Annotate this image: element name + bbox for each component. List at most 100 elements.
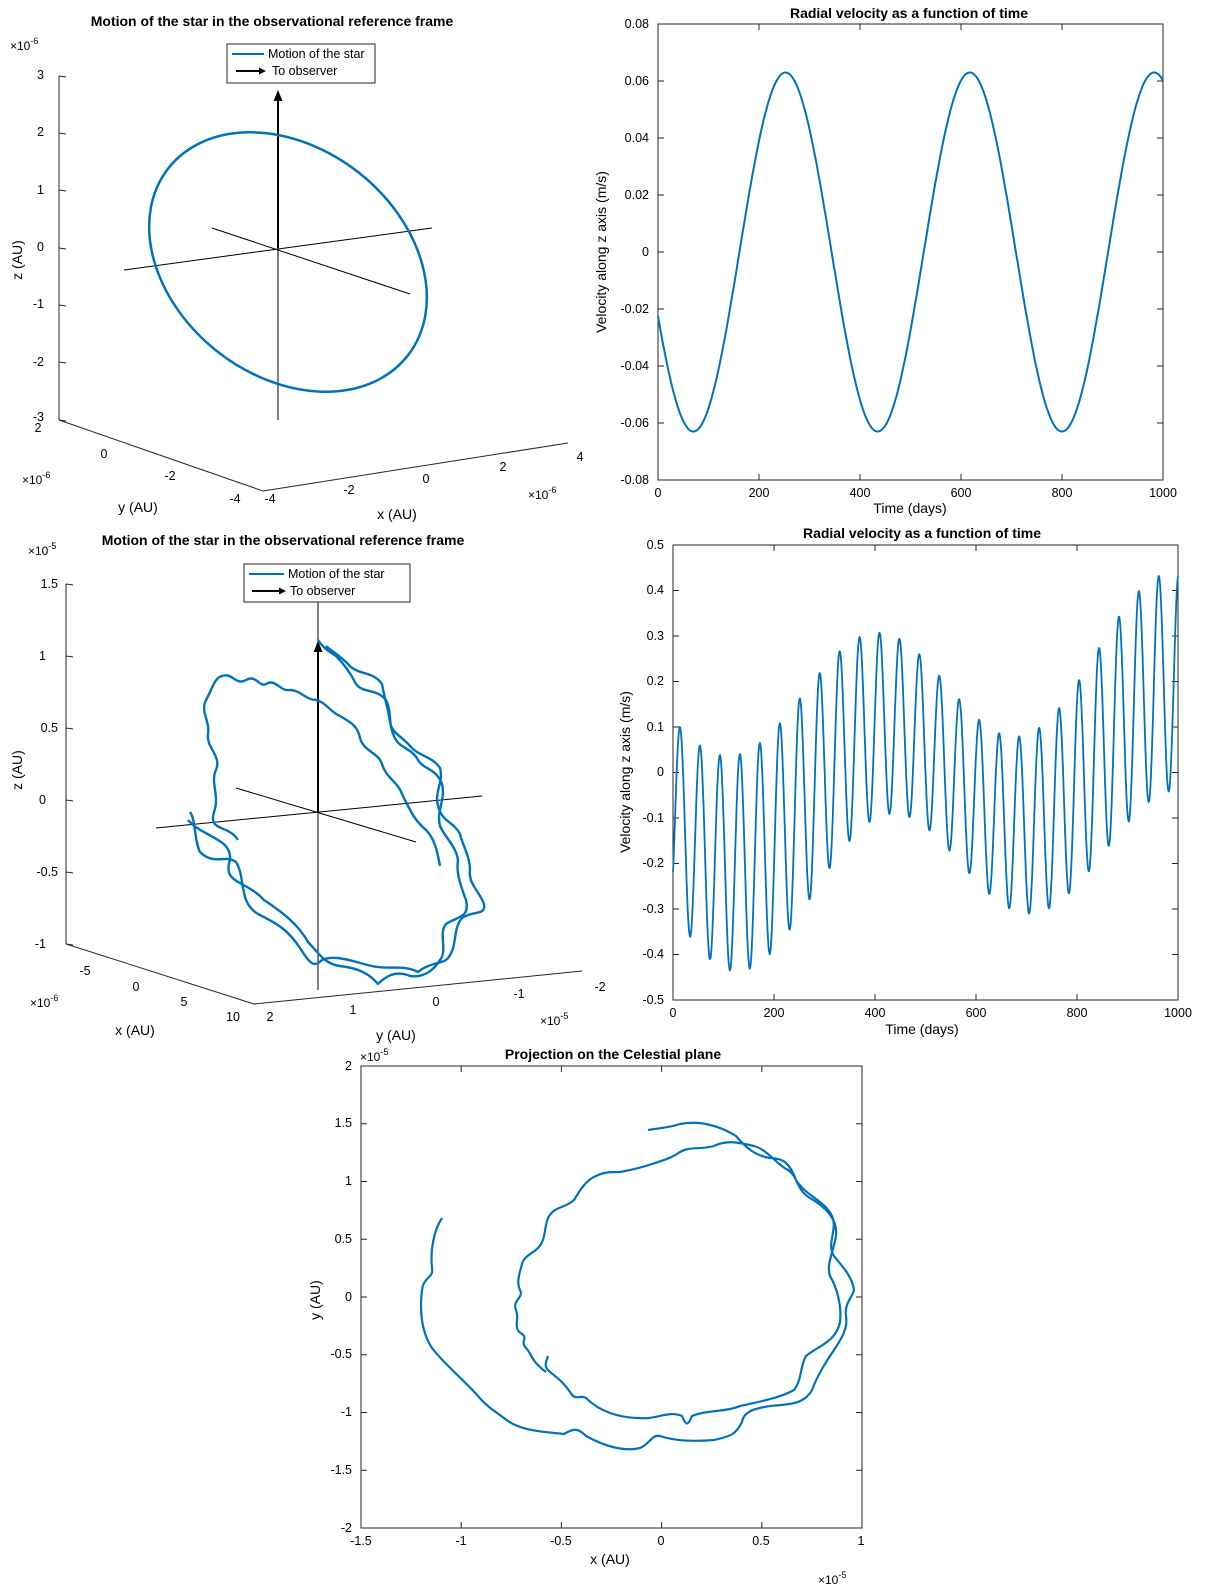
z-exponent: ×10-6 [10, 36, 38, 53]
series-line [419, 1121, 856, 1451]
svg-text:600: 600 [951, 486, 972, 500]
x-exponent: ×10-6 [528, 485, 556, 502]
svg-text:-0.3: -0.3 [642, 902, 664, 916]
svg-text:-0.02: -0.02 [621, 302, 650, 316]
z-axis-label: z (AU) [9, 750, 25, 790]
svg-text:800: 800 [1052, 486, 1073, 500]
tick-marks [672, 544, 1179, 1001]
svg-text:0: 0 [670, 1006, 677, 1020]
svg-text:-1: -1 [513, 987, 524, 1001]
svg-text:1: 1 [350, 1003, 357, 1017]
svg-text:200: 200 [764, 1006, 785, 1020]
svg-text:0.4: 0.4 [647, 583, 664, 597]
y-tick-labels: -2 -1.5 -1 -0.5 0 0.5 1 1.5 2 [330, 1059, 352, 1535]
svg-text:-1.5: -1.5 [350, 1534, 372, 1548]
axis-box-lines [58, 76, 569, 492]
x-tick-labels: -4 -2 0 2 4 [264, 450, 583, 506]
legend-entry: To observer [272, 64, 337, 78]
z-tick-marks [58, 75, 67, 422]
tick-label: 1 [37, 183, 44, 197]
svg-text:-0.1: -0.1 [642, 811, 664, 825]
z-tick-labels: 1.5 1 0.5 0 -0.5 -1 [35, 577, 58, 951]
svg-text:0: 0 [655, 486, 662, 500]
svg-text:5: 5 [181, 995, 188, 1009]
svg-text:-0.08: -0.08 [621, 473, 650, 487]
y-axis-label: y (AU) [118, 499, 158, 515]
svg-text:-0.04: -0.04 [621, 359, 650, 373]
arrow-head [273, 90, 283, 101]
svg-text:-0.5: -0.5 [36, 865, 58, 879]
tick-label: 2 [37, 125, 44, 139]
svg-text:-0.06: -0.06 [621, 416, 650, 430]
z-tick-labels: 3 2 1 0 -1 -2 -3 [33, 68, 44, 424]
x-tick-labels: 0 200 400 600 800 1000 [655, 486, 1177, 500]
svg-text:4: 4 [577, 450, 584, 464]
x-axis-label: Time (days) [873, 500, 946, 516]
x-exponent: ×10-5 [818, 1570, 846, 1587]
x-tick-labels: -5 0 5 10 [79, 964, 240, 1024]
svg-text:0.02: 0.02 [625, 188, 649, 202]
y-tick-labels: -0.5 -0.4 -0.3 -0.2 -0.1 0 0.1 0.2 0.3 0… [642, 538, 664, 1007]
svg-text:600: 600 [966, 1006, 987, 1020]
svg-text:0: 0 [39, 793, 46, 807]
series-line [672, 574, 1179, 972]
svg-text:0: 0 [642, 245, 649, 259]
axis-box-lines [65, 584, 583, 1005]
svg-text:400: 400 [850, 486, 871, 500]
svg-text:0.5: 0.5 [647, 538, 664, 552]
svg-text:-1: -1 [35, 937, 46, 951]
series-line [657, 71, 1164, 433]
x-axis-label: x (AU) [115, 1022, 155, 1038]
svg-text:0: 0 [433, 995, 440, 1009]
panel-orbit-3d-top: Motion of the star in the observational … [9, 13, 584, 522]
y-tick-labels: 2 1 0 -1 -2 [267, 980, 606, 1024]
svg-text:0.5: 0.5 [335, 1232, 352, 1246]
x-axis-label: x (AU) [590, 1551, 630, 1567]
x-axis-label: Time (days) [885, 1021, 958, 1037]
x-tick-labels: 0 200 400 600 800 1000 [670, 1006, 1192, 1020]
svg-text:200: 200 [749, 486, 770, 500]
y-axis-label: Velocity along z axis (m/s) [617, 691, 633, 853]
panel-radial-velocity-top: Radial velocity as a function of time -0… [593, 5, 1177, 516]
legend-entry: To observer [290, 584, 355, 598]
chart-title: Projection on the Celestial plane [505, 1046, 721, 1062]
svg-text:0.1: 0.1 [647, 720, 664, 734]
svg-text:-1.5: -1.5 [330, 1463, 352, 1477]
svg-text:0: 0 [101, 447, 108, 461]
svg-text:-0.5: -0.5 [330, 1347, 352, 1361]
svg-text:1: 1 [39, 649, 46, 663]
y-exponent: ×10-5 [360, 1047, 388, 1064]
svg-text:10: 10 [226, 1010, 240, 1024]
svg-text:2: 2 [267, 1010, 274, 1024]
arrow-head [313, 641, 323, 652]
svg-text:0: 0 [133, 980, 140, 994]
legend-entry: Motion of the star [288, 567, 385, 581]
y-exponent: ×10-6 [22, 470, 50, 487]
z-exponent: ×10-5 [28, 541, 56, 558]
y-exponent: ×10-5 [540, 1011, 568, 1028]
svg-text:-4: -4 [229, 492, 240, 506]
tick-label: 3 [37, 68, 44, 82]
svg-text:-4: -4 [264, 492, 275, 506]
chart-title: Radial velocity as a function of time [790, 5, 1028, 21]
series-line [187, 639, 486, 986]
y-axis-label: Velocity along z axis (m/s) [593, 171, 609, 333]
svg-text:-5: -5 [79, 964, 90, 978]
tick-label: 0 [37, 240, 44, 254]
svg-text:-0.5: -0.5 [642, 993, 664, 1007]
svg-text:1: 1 [345, 1174, 352, 1188]
svg-text:-2: -2 [164, 469, 175, 483]
svg-text:1: 1 [858, 1534, 865, 1548]
tick-marks [657, 23, 1164, 481]
legend-entry: Motion of the star [268, 47, 365, 61]
series-line [147, 131, 429, 393]
svg-text:2: 2 [500, 460, 507, 474]
svg-text:0.5: 0.5 [752, 1534, 769, 1548]
svg-text:-0.4: -0.4 [642, 947, 664, 961]
x-axis-label: x (AU) [377, 506, 417, 522]
z-tick-marks [65, 583, 74, 946]
svg-text:2: 2 [35, 421, 42, 435]
svg-text:0.3: 0.3 [647, 629, 664, 643]
plot-area [360, 1065, 863, 1529]
chart-title: Motion of the star in the observational … [102, 532, 465, 548]
